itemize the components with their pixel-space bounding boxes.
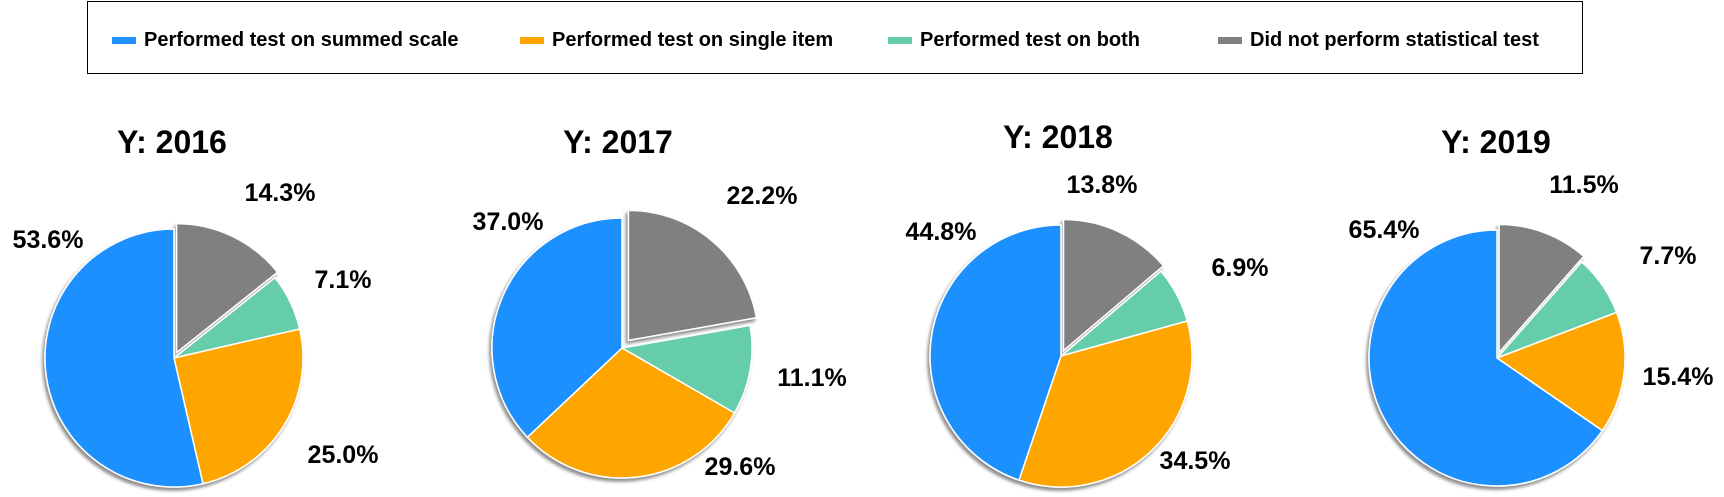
pie-slice-no-test xyxy=(1498,223,1585,355)
data-label-both: 11.1% xyxy=(777,364,847,392)
legend-swatch-both xyxy=(888,36,912,44)
data-label-single-item: 34.5% xyxy=(1160,447,1231,475)
data-label-summed-scale: 53.6% xyxy=(13,226,84,254)
legend-label-single-item: Performed test on single item xyxy=(552,28,834,51)
legend-item-single-item: Performed test on single item xyxy=(520,28,833,52)
pie-slices xyxy=(929,218,1193,488)
pie-chart-y-2018: Y: 2018 44.8% 34.5% 6.9% 13.8% xyxy=(906,119,1269,488)
pie-chart-y-2019: Y: 2019 65.4% 15.4% 7.7% 11.5% xyxy=(1349,124,1714,487)
chart-title: Y: 2018 xyxy=(1003,119,1113,155)
data-label-single-item: 29.6% xyxy=(705,453,776,481)
data-label-no-test: 14.3% xyxy=(245,179,316,207)
pie-slice-single-item xyxy=(1495,311,1626,432)
pie-slices xyxy=(44,222,304,488)
pie-slice-summed-scale xyxy=(491,217,623,439)
legend-item-both: Performed test on both xyxy=(888,28,1140,52)
data-label-both: 7.1% xyxy=(315,266,372,294)
legend-swatch-no-test xyxy=(1218,36,1242,44)
chart-title: Y: 2019 xyxy=(1441,124,1551,160)
legend-label-no-test: Did not perform statistical test xyxy=(1250,28,1539,51)
pie-slice-summed-scale xyxy=(1368,229,1604,487)
pie-slices xyxy=(1368,223,1626,487)
legend-item-summed-scale: Performed test on summed scale xyxy=(112,28,459,52)
legend-swatch-single-item xyxy=(520,36,544,44)
pie-slice-no-test xyxy=(1062,218,1165,353)
pie-slices xyxy=(491,209,758,479)
pie-slice-no-test xyxy=(175,222,279,355)
data-label-both: 7.7% xyxy=(1640,242,1697,270)
data-label-no-test: 22.2% xyxy=(727,182,798,210)
data-label-single-item: 25.0% xyxy=(308,441,379,469)
data-label-summed-scale: 44.8% xyxy=(906,218,977,246)
data-label-summed-scale: 65.4% xyxy=(1349,216,1420,244)
data-label-summed-scale: 37.0% xyxy=(473,208,544,236)
data-label-no-test: 13.8% xyxy=(1067,171,1138,199)
pie-slice-summed-scale xyxy=(44,228,204,488)
chart-legend: Performed test on summed scale Performed… xyxy=(87,1,1583,74)
chart-title: Y: 2016 xyxy=(117,124,227,160)
pie-chart-y-2016: Y: 2016 53.6% 25.0% 7.1% 14.3% xyxy=(13,124,379,488)
pie-slice-single-item xyxy=(526,347,736,479)
pie-slice-single-item xyxy=(173,328,304,485)
pie-chart-y-2017: Y: 2017 37.0% 29.6% 11.1% 22.2% xyxy=(473,124,847,481)
pie-slice-both xyxy=(619,324,753,415)
data-label-no-test: 11.5% xyxy=(1549,171,1619,199)
data-label-both: 6.9% xyxy=(1212,254,1269,282)
pie-slice-single-item xyxy=(1018,320,1193,488)
pie-slice-summed-scale xyxy=(929,224,1062,482)
legend-label-summed-scale: Performed test on summed scale xyxy=(144,28,459,51)
chart-title: Y: 2017 xyxy=(563,124,673,160)
pie-slice-no-test xyxy=(627,209,758,342)
legend-item-no-test: Did not perform statistical test xyxy=(1218,28,1539,52)
legend-label-both: Performed test on both xyxy=(920,28,1141,51)
legend-swatch-summed-scale xyxy=(112,36,136,44)
data-label-single-item: 15.4% xyxy=(1643,363,1714,391)
